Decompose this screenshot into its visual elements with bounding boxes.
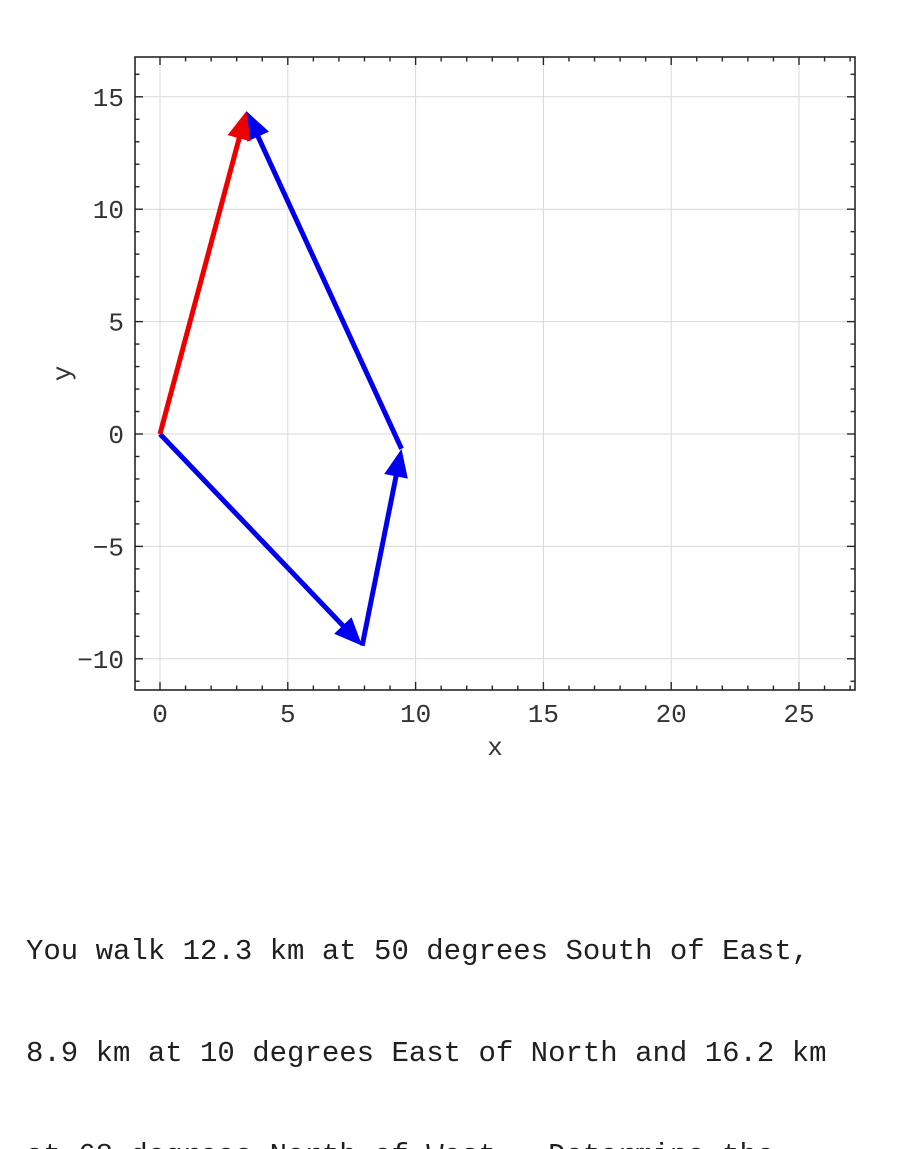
tick-labels: 0 5 10 15 20 25 −10 −5 0 5 10 15 bbox=[77, 84, 814, 730]
x-axis-label: x bbox=[487, 733, 503, 763]
vector-shaft bbox=[158, 432, 349, 632]
question-line: 8.9 km at 10 degrees East of North and 1… bbox=[26, 1037, 827, 1070]
y-tick-label: 5 bbox=[108, 309, 124, 339]
x-tick-label: 5 bbox=[280, 700, 296, 730]
x-tick-label: 10 bbox=[400, 700, 431, 730]
x-tick-label: 15 bbox=[528, 700, 559, 730]
question-text: You walk 12.3 km at 50 degrees South of … bbox=[26, 867, 886, 1149]
vector-arrowhead bbox=[227, 111, 251, 142]
x-tick-label: 25 bbox=[783, 700, 814, 730]
question-line: You walk 12.3 km at 50 degrees South of … bbox=[26, 935, 810, 968]
y-tick-label: 15 bbox=[93, 84, 124, 114]
vector-plot-figure: 0 5 10 15 20 25 −10 −5 0 5 10 15 x y bbox=[48, 56, 856, 763]
vector-leg-3 bbox=[246, 111, 404, 450]
question-line: at 68 degrees North of West. Determine t… bbox=[26, 1139, 886, 1149]
vector-chart: 0 5 10 15 20 25 −10 −5 0 5 10 15 x y bbox=[48, 56, 856, 763]
vectors bbox=[157, 111, 408, 647]
axis-ticks bbox=[135, 57, 855, 690]
y-tick-label: 10 bbox=[93, 196, 124, 226]
y-axis-label: y bbox=[48, 366, 78, 382]
y-tick-label: −10 bbox=[77, 646, 124, 676]
vector-shaft bbox=[253, 130, 404, 450]
x-tick-label: 0 bbox=[152, 700, 168, 730]
vector-leg-2 bbox=[359, 448, 408, 647]
vector-shaft bbox=[359, 469, 400, 647]
vector-arrowhead bbox=[246, 111, 269, 142]
x-tick-label: 20 bbox=[656, 700, 687, 730]
gridlines bbox=[135, 57, 855, 690]
y-tick-label: 0 bbox=[108, 421, 124, 451]
y-tick-label: −5 bbox=[93, 533, 124, 563]
vector-arrowhead bbox=[384, 448, 408, 479]
vector-resultant bbox=[157, 111, 251, 435]
vector-arrowhead bbox=[334, 617, 363, 646]
axes-frame bbox=[134, 56, 856, 691]
vector-leg-1 bbox=[158, 432, 363, 646]
vector-shaft bbox=[157, 131, 244, 435]
